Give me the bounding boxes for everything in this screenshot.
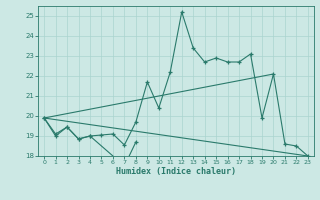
X-axis label: Humidex (Indice chaleur): Humidex (Indice chaleur) bbox=[116, 167, 236, 176]
